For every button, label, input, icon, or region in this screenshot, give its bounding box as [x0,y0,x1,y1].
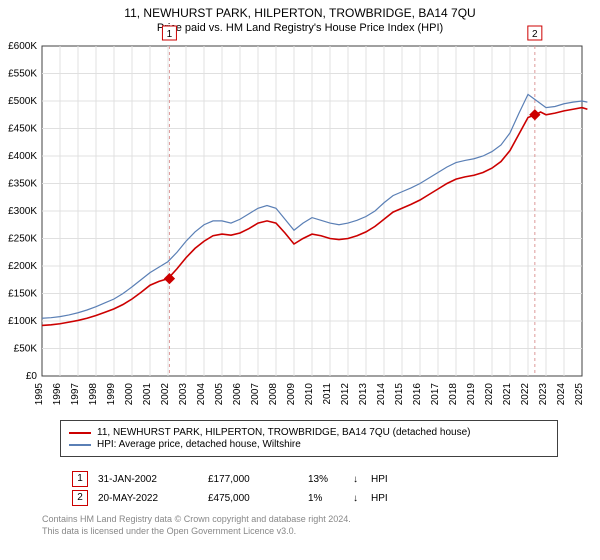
svg-text:2021: 2021 [502,383,513,406]
sale-marker-box: 2 [72,490,88,506]
sale-price: £177,000 [208,474,308,485]
svg-text:2001: 2001 [142,383,153,406]
legend: 11, NEWHURST PARK, HILPERTON, TROWBRIDGE… [60,420,558,457]
svg-text:2017: 2017 [430,383,441,406]
svg-text:1998: 1998 [88,383,99,406]
svg-text:2005: 2005 [214,383,225,406]
sale-pct: 13% [308,474,353,485]
svg-text:2022: 2022 [520,383,531,406]
svg-text:2009: 2009 [286,383,297,406]
arrow-down-icon: ↓ [353,493,371,504]
svg-text:2011: 2011 [322,383,333,405]
svg-text:2020: 2020 [484,383,495,406]
legend-swatch [69,444,91,446]
svg-text:2016: 2016 [412,383,423,406]
svg-text:£250K: £250K [8,234,37,245]
svg-text:2002: 2002 [160,383,171,406]
svg-text:2007: 2007 [250,383,261,406]
sales-list: 1 31-JAN-2002£177,00013%↓HPI 2 20-MAY-2022£… [0,468,600,509]
svg-text:2000: 2000 [124,383,135,406]
svg-text:2012: 2012 [340,383,351,406]
svg-text:£500K: £500K [8,96,37,107]
sale-row: 2 20-MAY-2022£475,0001%↓HPI [72,490,600,506]
svg-text:1996: 1996 [52,383,63,406]
legend-item-hpi: HPI: Average price, detached house, Wilt… [69,439,549,450]
sale-date: 20-MAY-2022 [98,493,208,504]
svg-text:£0: £0 [26,371,38,382]
svg-text:£100K: £100K [8,316,37,327]
sale-vs: HPI [371,474,388,485]
footer-attribution: Contains HM Land Registry data © Crown c… [42,514,351,537]
svg-text:2013: 2013 [358,383,369,406]
svg-text:2025: 2025 [574,383,585,406]
svg-text:1: 1 [167,29,173,40]
sale-pct: 1% [308,493,353,504]
svg-text:2014: 2014 [376,383,387,406]
legend-swatch [69,432,91,434]
svg-text:£300K: £300K [8,206,37,217]
legend-label: 11, NEWHURST PARK, HILPERTON, TROWBRIDGE… [97,427,470,438]
legend-label: HPI: Average price, detached house, Wilt… [97,439,301,450]
svg-text:2018: 2018 [448,383,459,406]
sale-vs: HPI [371,493,388,504]
svg-text:2015: 2015 [394,383,405,406]
sale-date: 31-JAN-2002 [98,474,208,485]
svg-text:2010: 2010 [304,383,315,406]
arrow-down-icon: ↓ [353,474,371,485]
svg-text:1999: 1999 [106,383,117,406]
svg-text:£400K: £400K [8,151,37,162]
footer-line2: This data is licensed under the Open Gov… [42,526,351,538]
svg-text:£550K: £550K [8,69,37,80]
svg-text:£50K: £50K [14,344,38,355]
svg-text:£450K: £450K [8,124,37,135]
svg-text:£150K: £150K [8,289,37,300]
svg-text:2004: 2004 [196,383,207,406]
svg-text:2003: 2003 [178,383,189,406]
svg-text:2024: 2024 [556,383,567,406]
price-chart: £0 £50K £100K £150K £200K £250K £300K £350K £400… [0,0,600,426]
svg-text:2006: 2006 [232,383,243,406]
svg-text:1995: 1995 [34,383,45,406]
svg-text:£200K: £200K [8,261,37,272]
footer-line1: Contains HM Land Registry data © Crown c… [42,514,351,526]
svg-text:£600K: £600K [8,41,37,52]
svg-text:£350K: £350K [8,179,37,190]
sale-marker-box: 1 [72,471,88,487]
legend-item-price-paid: 11, NEWHURST PARK, HILPERTON, TROWBRIDGE… [69,427,549,438]
sale-row: 1 31-JAN-2002£177,00013%↓HPI [72,471,600,487]
svg-text:1997: 1997 [70,383,81,406]
svg-text:2023: 2023 [538,383,549,406]
svg-text:2019: 2019 [466,383,477,406]
sale-price: £475,000 [208,493,308,504]
svg-text:2: 2 [532,29,538,40]
svg-text:2008: 2008 [268,383,279,406]
